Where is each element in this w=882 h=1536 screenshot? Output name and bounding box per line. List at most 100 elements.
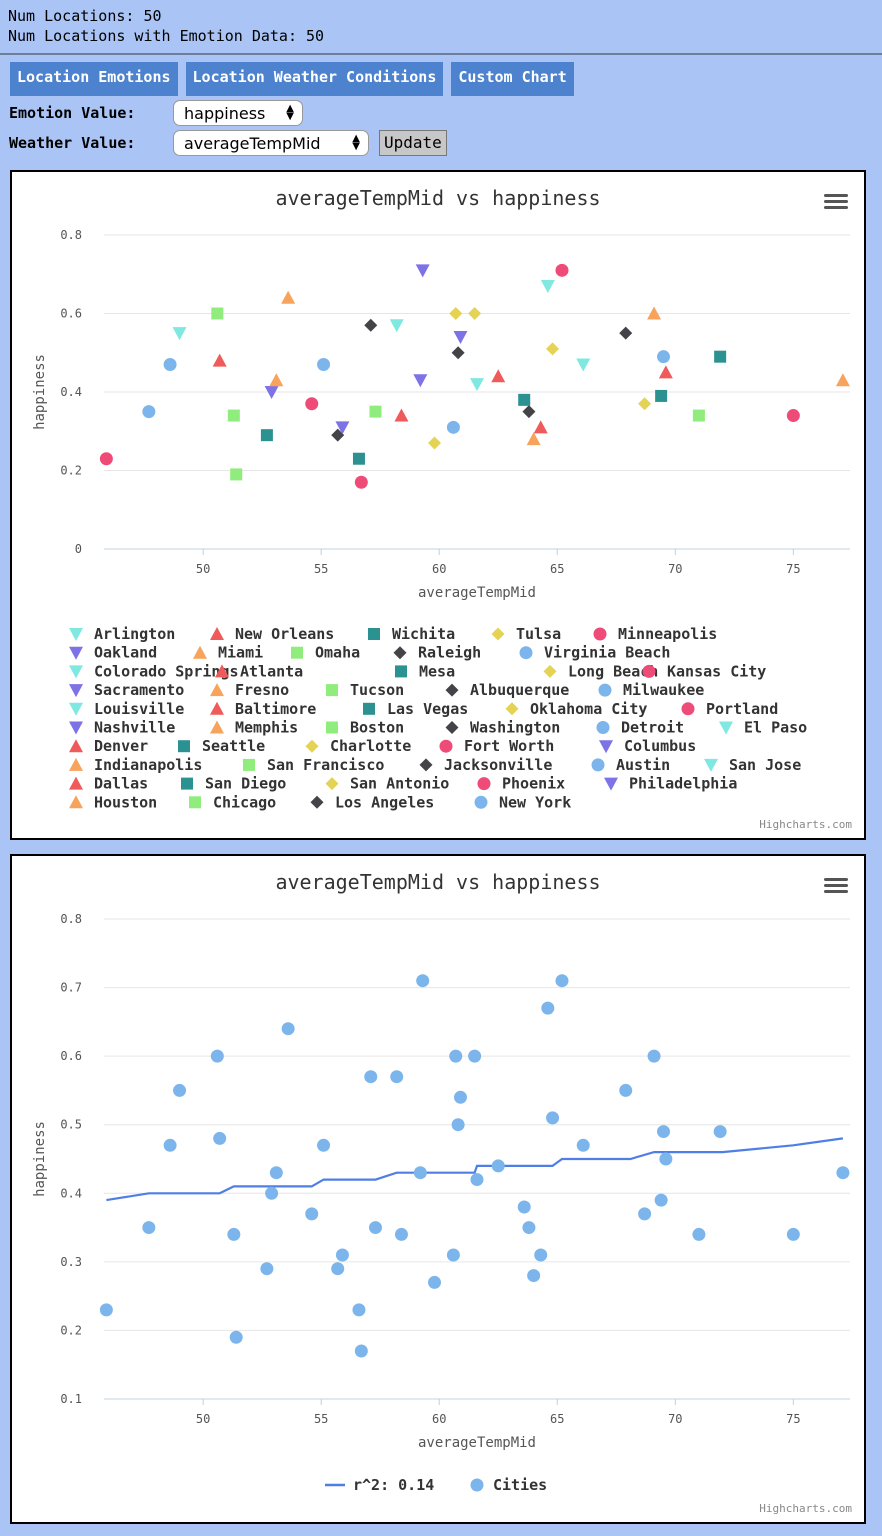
y-tick-label: 0.2 (60, 1323, 82, 1337)
y-tick-label: 0.4 (60, 385, 82, 399)
data-point (163, 1138, 177, 1152)
x-tick-label: 55 (314, 562, 328, 576)
legend-item: Nashville (94, 719, 175, 737)
tab-custom-chart[interactable]: Custom Chart (451, 62, 574, 96)
data-point (470, 1173, 484, 1187)
y-tick-label: 0 (75, 542, 82, 556)
legend-symbol (326, 684, 338, 697)
data-point (210, 1049, 224, 1063)
legend-symbol (178, 740, 190, 753)
tab-location-weather[interactable]: Location Weather Conditions (185, 62, 444, 96)
data-point (468, 307, 482, 320)
y-tick-label: 0.2 (60, 464, 82, 478)
legend-symbol (210, 720, 224, 734)
data-point (281, 1022, 295, 1036)
num-locations-text: Num Locations: 50 (8, 7, 162, 25)
legend-item: Raleigh (418, 644, 481, 662)
data-point (522, 1221, 536, 1235)
legend-symbol (363, 702, 375, 715)
data-point (354, 475, 368, 489)
legend-symbol (642, 664, 656, 678)
legend-symbol (69, 721, 83, 735)
legend-item: Long Beach (568, 662, 658, 680)
x-tick-label: 75 (786, 562, 800, 576)
data-point (389, 319, 404, 333)
menu-icon-bar (824, 878, 848, 881)
legend-item: r^2: 0.14 (353, 1476, 434, 1494)
emotion-select[interactable]: happiness ▲ ▼ (173, 100, 303, 126)
data-point (99, 452, 113, 466)
data-point (364, 318, 378, 332)
weather-select[interactable]: averageTempMid ▲ ▼ (173, 130, 369, 156)
data-point (227, 1227, 241, 1241)
y-tick-label: 0.7 (60, 981, 82, 995)
legend-symbol (439, 739, 453, 753)
data-point (491, 369, 506, 383)
data-point (173, 1083, 187, 1097)
data-point (692, 409, 705, 422)
data-point (451, 1118, 465, 1132)
legend-item: San Diego (205, 775, 286, 793)
data-point (657, 350, 670, 364)
data-point (470, 378, 484, 392)
legend-symbol (69, 795, 83, 809)
data-point (331, 1262, 345, 1276)
legend-symbol (477, 777, 491, 791)
data-point (260, 429, 273, 442)
legend-symbol (393, 646, 407, 660)
data-point (638, 397, 652, 411)
legend-item: Seattle (202, 737, 265, 755)
legend-item: Albuquerque (470, 681, 569, 699)
legend-symbol (543, 664, 557, 678)
legend-item: Jacksonville (444, 756, 552, 774)
data-point (654, 1193, 668, 1207)
y-axis-label: happiness (32, 354, 48, 430)
data-point (533, 420, 548, 434)
legend-symbol (210, 701, 224, 715)
legend-item: Baltimore (235, 700, 316, 718)
data-point (264, 386, 279, 399)
legend-symbol (210, 683, 224, 697)
legend-symbol (599, 740, 613, 754)
update-button[interactable]: Update (379, 130, 447, 156)
data-point (305, 1207, 319, 1221)
legend-symbol (181, 777, 193, 790)
points-group (99, 974, 850, 1358)
select-arrows-icon: ▲ ▼ (286, 103, 294, 122)
data-point (526, 432, 541, 446)
legend-item: Miami (218, 644, 263, 662)
data-point (555, 263, 569, 277)
data-point (428, 1275, 442, 1289)
data-point (416, 974, 430, 988)
x-tick-label: 60 (432, 562, 446, 576)
data-point (541, 1001, 555, 1015)
legend-symbol (69, 628, 83, 641)
data-point (835, 373, 850, 387)
legend-item: Sacramento (94, 681, 184, 699)
y-tick-label: 0.6 (60, 307, 82, 321)
legend-symbol (325, 777, 339, 791)
legend-symbol (505, 702, 519, 716)
y-tick-label: 0.6 (60, 1049, 82, 1063)
weather-select-value: averageTempMid (184, 133, 321, 153)
data-point (517, 1200, 531, 1214)
legend-symbol (69, 776, 83, 790)
chart-title: averageTempMid vs happiness (275, 186, 600, 210)
data-point (394, 1227, 408, 1241)
legend-item: Boston (350, 719, 404, 737)
legend-item: Houston (94, 793, 157, 811)
legend-symbol (445, 683, 459, 697)
data-point (142, 1221, 156, 1235)
menu-icon-bar (824, 884, 848, 887)
data-point (546, 342, 560, 356)
legend-item: Portland (706, 700, 778, 718)
legend-symbol (719, 721, 733, 735)
legend-symbol (210, 627, 224, 640)
tab-location-emotions[interactable]: Location Emotions (10, 62, 178, 96)
data-point (331, 428, 345, 442)
data-point (449, 307, 463, 320)
data-point (364, 1070, 378, 1084)
legend-item: Philadelphia (629, 775, 737, 793)
legend-symbol (395, 665, 407, 678)
legend-item: Las Vegas (387, 700, 468, 718)
